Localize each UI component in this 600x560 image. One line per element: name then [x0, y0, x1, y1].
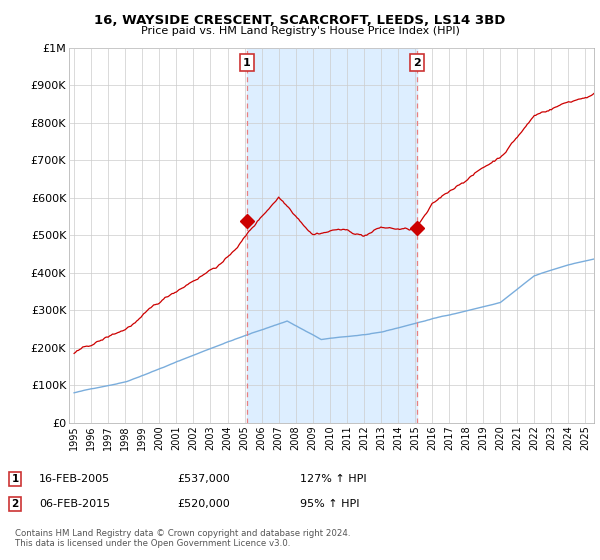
Text: Price paid vs. HM Land Registry's House Price Index (HPI): Price paid vs. HM Land Registry's House … — [140, 26, 460, 36]
Text: 1: 1 — [11, 474, 19, 484]
Text: 1: 1 — [243, 58, 250, 68]
Text: Contains HM Land Registry data © Crown copyright and database right 2024.: Contains HM Land Registry data © Crown c… — [15, 529, 350, 538]
Text: 16, WAYSIDE CRESCENT, SCARCROFT, LEEDS, LS14 3BD: 16, WAYSIDE CRESCENT, SCARCROFT, LEEDS, … — [94, 14, 506, 27]
Text: 06-FEB-2015: 06-FEB-2015 — [39, 499, 110, 509]
Text: £520,000: £520,000 — [177, 499, 230, 509]
Text: This data is licensed under the Open Government Licence v3.0.: This data is licensed under the Open Gov… — [15, 539, 290, 548]
Text: 95% ↑ HPI: 95% ↑ HPI — [300, 499, 359, 509]
Text: 16-FEB-2005: 16-FEB-2005 — [39, 474, 110, 484]
Text: 127% ↑ HPI: 127% ↑ HPI — [300, 474, 367, 484]
Text: £537,000: £537,000 — [177, 474, 230, 484]
Text: 2: 2 — [413, 58, 421, 68]
Text: 2: 2 — [11, 499, 19, 509]
Bar — [247, 48, 416, 423]
